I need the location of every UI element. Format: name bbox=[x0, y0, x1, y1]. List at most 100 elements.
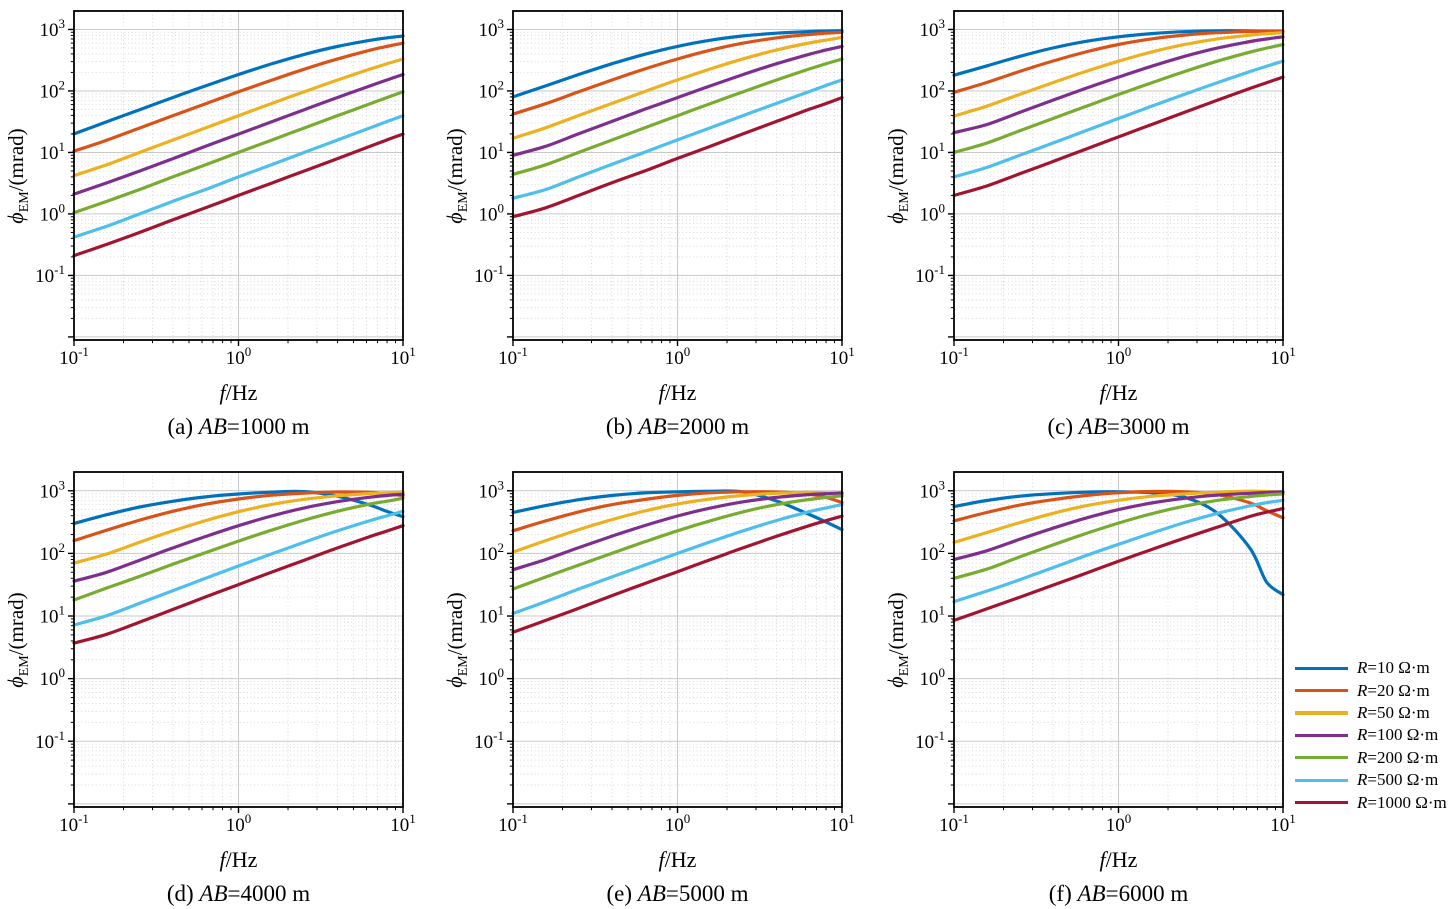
y-axis-label: ϕEM/(mrad) bbox=[2, 127, 33, 224]
x-tick-label: 100 bbox=[665, 344, 691, 369]
y-axis-label: ϕEM/(mrad) bbox=[882, 591, 913, 688]
subplot-caption-f: (f) AB=6000 m bbox=[1048, 881, 1189, 906]
series-curve-R=50 Ω·m bbox=[511, 490, 844, 554]
legend-line-swatch bbox=[1295, 666, 1348, 670]
axis-frame bbox=[953, 10, 1284, 341]
series-curves bbox=[511, 29, 844, 219]
y-tick-label: 10-1 bbox=[35, 728, 65, 753]
series-curve-R=200 Ω·m bbox=[511, 57, 844, 176]
x-tick-label: 101 bbox=[1270, 344, 1296, 369]
legend-item: R=100 Ω·m bbox=[1295, 724, 1447, 746]
x-tick-label: 100 bbox=[665, 811, 691, 836]
series-curve-R=200 Ω·m bbox=[952, 492, 1285, 580]
y-tick-label: 102 bbox=[40, 77, 66, 102]
series-curves bbox=[511, 489, 844, 634]
legend-line-swatch bbox=[1295, 688, 1348, 693]
y-tick-label: 101 bbox=[479, 603, 505, 628]
plot-area-a: 10-1 100 101 103 102 101 100 10-1 bbox=[35, 10, 416, 369]
legend-line-swatch bbox=[1295, 800, 1348, 805]
y-tick-label: 100 bbox=[479, 665, 505, 690]
y-tick-label: 103 bbox=[40, 16, 66, 41]
major-gridlines bbox=[513, 11, 842, 340]
series-curve-R=50 Ω·m bbox=[72, 490, 405, 565]
x-tick-label: 101 bbox=[390, 811, 416, 836]
axis-ticks bbox=[948, 490, 1284, 813]
y-tick-label: 100 bbox=[920, 665, 946, 690]
series-curve-R=200 Ω·m bbox=[72, 496, 405, 602]
series-curve-R=50 Ω·m bbox=[72, 57, 405, 178]
series-curve-R=20 Ω·m bbox=[952, 29, 1285, 94]
y-tick-label: 10-1 bbox=[474, 728, 504, 753]
series-curves bbox=[952, 29, 1285, 197]
y-tick-label: 102 bbox=[920, 540, 946, 565]
subplot-caption-c: (c) AB=3000 m bbox=[1047, 414, 1190, 439]
axis-frame bbox=[73, 471, 404, 808]
series-curve-R=500 Ω·m bbox=[952, 498, 1285, 604]
series-curve-R=50 Ω·m bbox=[511, 35, 844, 140]
y-tick-label: 10-1 bbox=[474, 262, 504, 287]
plot-area-e: 10-1 100 101 103 102 101 100 10-1 bbox=[474, 471, 855, 836]
series-curve-R=10 Ω·m bbox=[72, 34, 405, 136]
series-curve-R=500 Ω·m bbox=[511, 503, 844, 615]
series-curve-R=20 Ω·m bbox=[952, 489, 1285, 523]
subplot-e: ϕEM/(mrad) 10-1 100 101 103 102 101 100 10-1 f/… bbox=[442, 471, 855, 906]
y-tick-label: 10-1 bbox=[915, 262, 945, 287]
series-curve-R=100 Ω·m bbox=[511, 44, 844, 157]
series-curve-R=1000 Ω·m bbox=[511, 96, 844, 219]
axis-ticks bbox=[68, 490, 404, 813]
legend-item-label: R=100 Ω·m bbox=[1357, 725, 1439, 745]
y-tick-label: 102 bbox=[479, 540, 505, 565]
axis-frame bbox=[73, 10, 404, 341]
y-tick-label: 101 bbox=[479, 139, 505, 164]
tick-labels: 10-1 100 101 103 102 101 100 10-1 bbox=[35, 477, 416, 836]
plot-area-d: 10-1 100 101 103 102 101 100 10-1 bbox=[35, 471, 416, 836]
minor-gridlines bbox=[954, 472, 1283, 807]
phi-symbol: ϕ bbox=[2, 211, 28, 224]
legend-item-label: R=1000 Ω·m bbox=[1357, 792, 1447, 812]
x-axis-label: f/Hz bbox=[658, 847, 697, 872]
y-tick-label: 100 bbox=[40, 665, 66, 690]
x-tick-label: 100 bbox=[1106, 344, 1132, 369]
y-tick-label: 103 bbox=[479, 16, 505, 41]
series-curve-R=10 Ω·m bbox=[72, 489, 405, 526]
series-curve-R=100 Ω·m bbox=[952, 490, 1285, 562]
subplot-c: ϕEM/(mrad) 10-1 100 101 103 102 101 100 10-1 f/… bbox=[883, 10, 1296, 439]
series-curve-R=200 Ω·m bbox=[952, 43, 1285, 154]
legend-line-swatch bbox=[1295, 756, 1348, 760]
plot-area-c: 10-1 100 101 103 102 101 100 10-1 bbox=[915, 10, 1296, 369]
x-tick-label: 10-1 bbox=[59, 344, 89, 369]
legend: R=10 Ω·m R=20 Ω·m R=50 Ω·m R=100 Ω·m R=2… bbox=[1295, 657, 1447, 814]
series-curve-R=500 Ω·m bbox=[72, 509, 405, 627]
legend-line-swatch bbox=[1295, 711, 1348, 715]
subplot-d: ϕEM/(mrad) 10-1 100 101 103 102 101 100 10-1 f/… bbox=[3, 471, 416, 906]
minor-gridlines bbox=[954, 11, 1283, 340]
y-tick-label: 100 bbox=[479, 200, 505, 225]
series-curve-R=20 Ω·m bbox=[72, 41, 405, 153]
y-tick-label: 103 bbox=[920, 477, 946, 502]
series-curve-R=100 Ω·m bbox=[511, 491, 844, 572]
y-tick-label: 102 bbox=[920, 77, 946, 102]
x-tick-label: 100 bbox=[226, 344, 252, 369]
subplot-caption-b: (b) AB=2000 m bbox=[605, 414, 750, 439]
series-curves bbox=[72, 489, 405, 645]
tick-labels: 10-1 100 101 103 102 101 100 10-1 bbox=[474, 16, 855, 369]
x-axis-label: f/Hz bbox=[219, 380, 258, 405]
series-curves bbox=[952, 489, 1285, 622]
series-curve-R=100 Ω·m bbox=[72, 72, 405, 196]
y-tick-label: 101 bbox=[40, 139, 66, 164]
subplot-caption-e: (e) AB=5000 m bbox=[606, 881, 749, 906]
y-tick-label: 101 bbox=[920, 139, 946, 164]
x-tick-label: 101 bbox=[829, 344, 855, 369]
series-curve-R=100 Ω·m bbox=[952, 35, 1285, 135]
x-axis-label: f/Hz bbox=[1099, 380, 1138, 405]
x-tick-label: 101 bbox=[1270, 811, 1296, 836]
series-curve-R=20 Ω·m bbox=[511, 30, 844, 116]
legend-item: R=10 Ω·m bbox=[1295, 657, 1447, 679]
x-tick-label: 101 bbox=[390, 344, 416, 369]
y-axis-label: ϕEM/(mrad) bbox=[882, 127, 913, 224]
series-curve-R=100 Ω·m bbox=[72, 492, 405, 583]
subplot-b: ϕEM/(mrad) 10-1 100 101 103 102 101 100 10-1 f/… bbox=[442, 10, 855, 439]
subplot-caption-d: (d) AB=4000 m bbox=[166, 881, 311, 906]
y-tick-label: 103 bbox=[40, 477, 66, 502]
y-axis-label: ϕEM/(mrad) bbox=[441, 127, 472, 224]
